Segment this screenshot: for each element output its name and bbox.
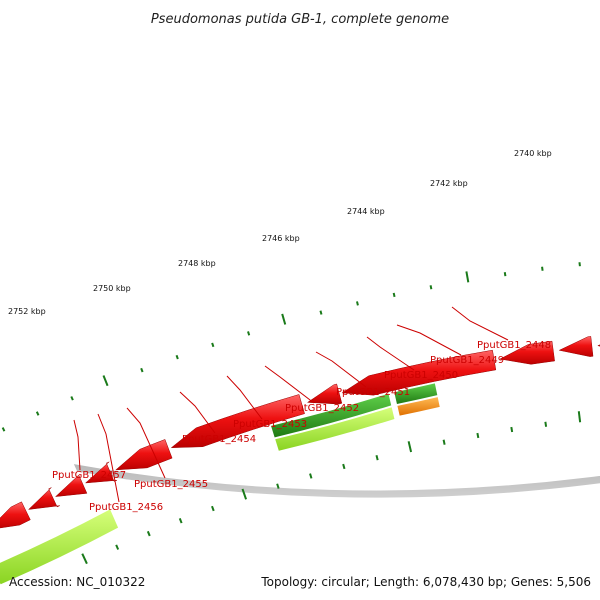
kbp-label: 2748 kbp xyxy=(178,259,216,268)
inner-tick xyxy=(178,518,183,524)
outer-tick xyxy=(140,367,144,373)
inner-tick xyxy=(342,463,346,470)
gene-arrow-red xyxy=(54,474,88,497)
inner-tick xyxy=(442,439,446,445)
kbp-label: 2744 kbp xyxy=(347,207,385,216)
inner-tick xyxy=(309,473,313,479)
outer-tick xyxy=(175,354,179,360)
leader-line xyxy=(264,365,315,404)
gene-arrow-red xyxy=(558,336,594,357)
gene-arrow-red xyxy=(27,487,60,510)
outer-tick xyxy=(70,396,74,401)
leader-line xyxy=(451,306,509,341)
outer-tick xyxy=(429,285,433,290)
gene-label[interactable]: PputGB1_2453 xyxy=(233,419,307,430)
inner-tick xyxy=(510,426,514,433)
gene-arrow-red xyxy=(499,340,555,365)
leader-line xyxy=(73,419,81,471)
gene-block-lime xyxy=(0,509,119,585)
gene-arrow-red xyxy=(597,344,600,347)
gene-track xyxy=(0,336,600,585)
gene-label[interactable]: PputGB1_2448 xyxy=(477,340,551,351)
leader-line xyxy=(315,351,367,388)
outer-tick xyxy=(1,427,6,432)
leader-line xyxy=(179,391,216,434)
gene-block-orange xyxy=(397,397,440,416)
outer-tick xyxy=(102,375,109,387)
map-title: Pseudomonas putida GB-1, complete genome xyxy=(151,12,449,27)
gene-label[interactable]: PputGB1_2451 xyxy=(336,387,410,398)
gene-label[interactable]: PputGB1_2455 xyxy=(134,479,208,490)
kbp-label: 2746 kbp xyxy=(262,234,300,243)
leader-line xyxy=(97,413,120,503)
inner-tick xyxy=(476,432,480,439)
inner-tick xyxy=(276,483,280,489)
gene-label[interactable]: PputGB1_2456 xyxy=(89,502,163,513)
gene-block-green xyxy=(394,383,438,404)
leader-line xyxy=(226,375,263,420)
gene-label-group: PputGB1_2448 PputGB1_2449 PputGB1_2450 P… xyxy=(52,340,551,513)
gene-label[interactable]: PputGB1_2450 xyxy=(384,370,458,381)
kbp-label: 2742 kbp xyxy=(430,179,468,188)
outer-tick-ring xyxy=(1,262,581,432)
kbp-label-group: 2740 kbp 2742 kbp 2744 kbp 2746 kbp 2748… xyxy=(8,149,552,316)
gene-label[interactable]: PputGB1_2449 xyxy=(430,355,504,366)
gene-arrow-red xyxy=(341,349,497,396)
inner-tick xyxy=(81,553,88,565)
outer-tick xyxy=(503,272,507,277)
inner-tick xyxy=(407,441,413,453)
outer-tick xyxy=(319,310,323,315)
gene-arrow-red xyxy=(115,439,173,471)
gene-arrow-red xyxy=(0,501,31,529)
leader-line xyxy=(396,324,462,356)
inner-tick xyxy=(544,421,548,427)
gene-label[interactable]: PputGB1_2457 xyxy=(52,470,126,481)
kbp-label: 2750 kbp xyxy=(93,284,131,293)
outer-tick xyxy=(541,266,544,271)
genome-backbone xyxy=(73,464,600,498)
kbp-label: 2752 kbp xyxy=(8,307,46,316)
outer-tick xyxy=(465,271,470,283)
outer-tick xyxy=(247,331,251,336)
inner-tick xyxy=(211,505,215,512)
inner-tick xyxy=(375,455,379,461)
inner-tick-ring xyxy=(81,411,582,565)
genome-summary-text: Topology: circular; Length: 6,078,430 bp… xyxy=(260,575,591,589)
outer-tick xyxy=(211,342,215,348)
label-leader-lines xyxy=(73,306,509,503)
gene-block-lime xyxy=(275,407,395,451)
inner-tick xyxy=(577,411,582,423)
gene-label[interactable]: PputGB1_2454 xyxy=(182,434,256,445)
leader-line xyxy=(126,407,166,479)
inner-tick xyxy=(241,488,248,500)
leader-line xyxy=(366,336,415,371)
inner-tick xyxy=(115,544,120,550)
inner-tick xyxy=(146,530,151,537)
outer-tick xyxy=(35,411,40,416)
gene-label[interactable]: PputGB1_2452 xyxy=(285,403,359,414)
outer-tick xyxy=(392,292,396,298)
kbp-label: 2740 kbp xyxy=(514,149,552,158)
gene-arrow-red xyxy=(306,383,343,405)
accession-text: Accession: NC_010322 xyxy=(9,575,145,589)
outer-tick xyxy=(356,301,359,306)
gene-arrow-red xyxy=(170,394,305,448)
outer-tick xyxy=(281,313,287,325)
gene-block-green xyxy=(271,393,392,438)
backbone-ring xyxy=(73,464,600,498)
